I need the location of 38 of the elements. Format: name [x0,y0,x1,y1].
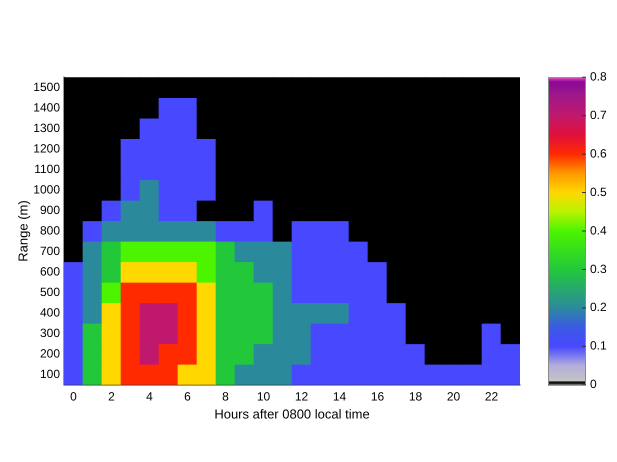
y-tick-label: 800 [40,223,60,238]
x-tick-label: 6 [184,389,192,404]
y-tick-label: 1400 [33,100,60,114]
y-tick-label: 600 [40,264,60,278]
x-tick-label: 18 [408,389,422,404]
y-tick-label: 1500 [33,80,60,94]
y-tick-label: 1300 [33,120,60,135]
color-bar-label: 0.5 [590,184,608,199]
y-tick-label: 1000 [33,182,60,196]
color-bar-label: 0.3 [590,262,608,276]
color-bar-label: 0.1 [590,338,608,353]
x-tick-label: 8 [222,389,230,404]
y-tick-label: 200 [40,346,60,360]
color-bar-label: 0.4 [590,223,608,238]
x-tick-label: 22 [484,389,498,404]
y-tick-label: 500 [40,284,60,299]
y-tick-label: 900 [40,202,60,217]
color-bar-label: 0.6 [590,146,608,160]
color-bar-label: 0.8 [590,70,608,84]
x-tick-label: 16 [370,389,384,404]
y-tick-label: 700 [40,244,60,258]
color-bar-label: 0.7 [590,108,608,122]
y-tick-label: 1200 [33,141,60,156]
x-tick-label: 12 [294,389,308,404]
y-tick-label: 400 [40,305,60,320]
x-tick-label: 14 [332,389,346,404]
color-bar-label: 0.2 [590,300,608,314]
color-bar-label: 0 [590,377,597,392]
y-tick-label: 100 [40,366,60,381]
y-tick-label: 1100 [34,162,60,176]
x-tick-label: 4 [146,389,154,404]
x-axis-title: Hours after 0800 local time [214,406,370,422]
x-tick-label: 20 [446,389,460,404]
y-tick-label: 300 [40,326,60,340]
x-tick-label: 10 [256,389,270,404]
x-tick-label: 2 [108,389,116,404]
y-axis-title: Range (m) [15,200,30,262]
x-tick-label: 0 [70,389,78,404]
